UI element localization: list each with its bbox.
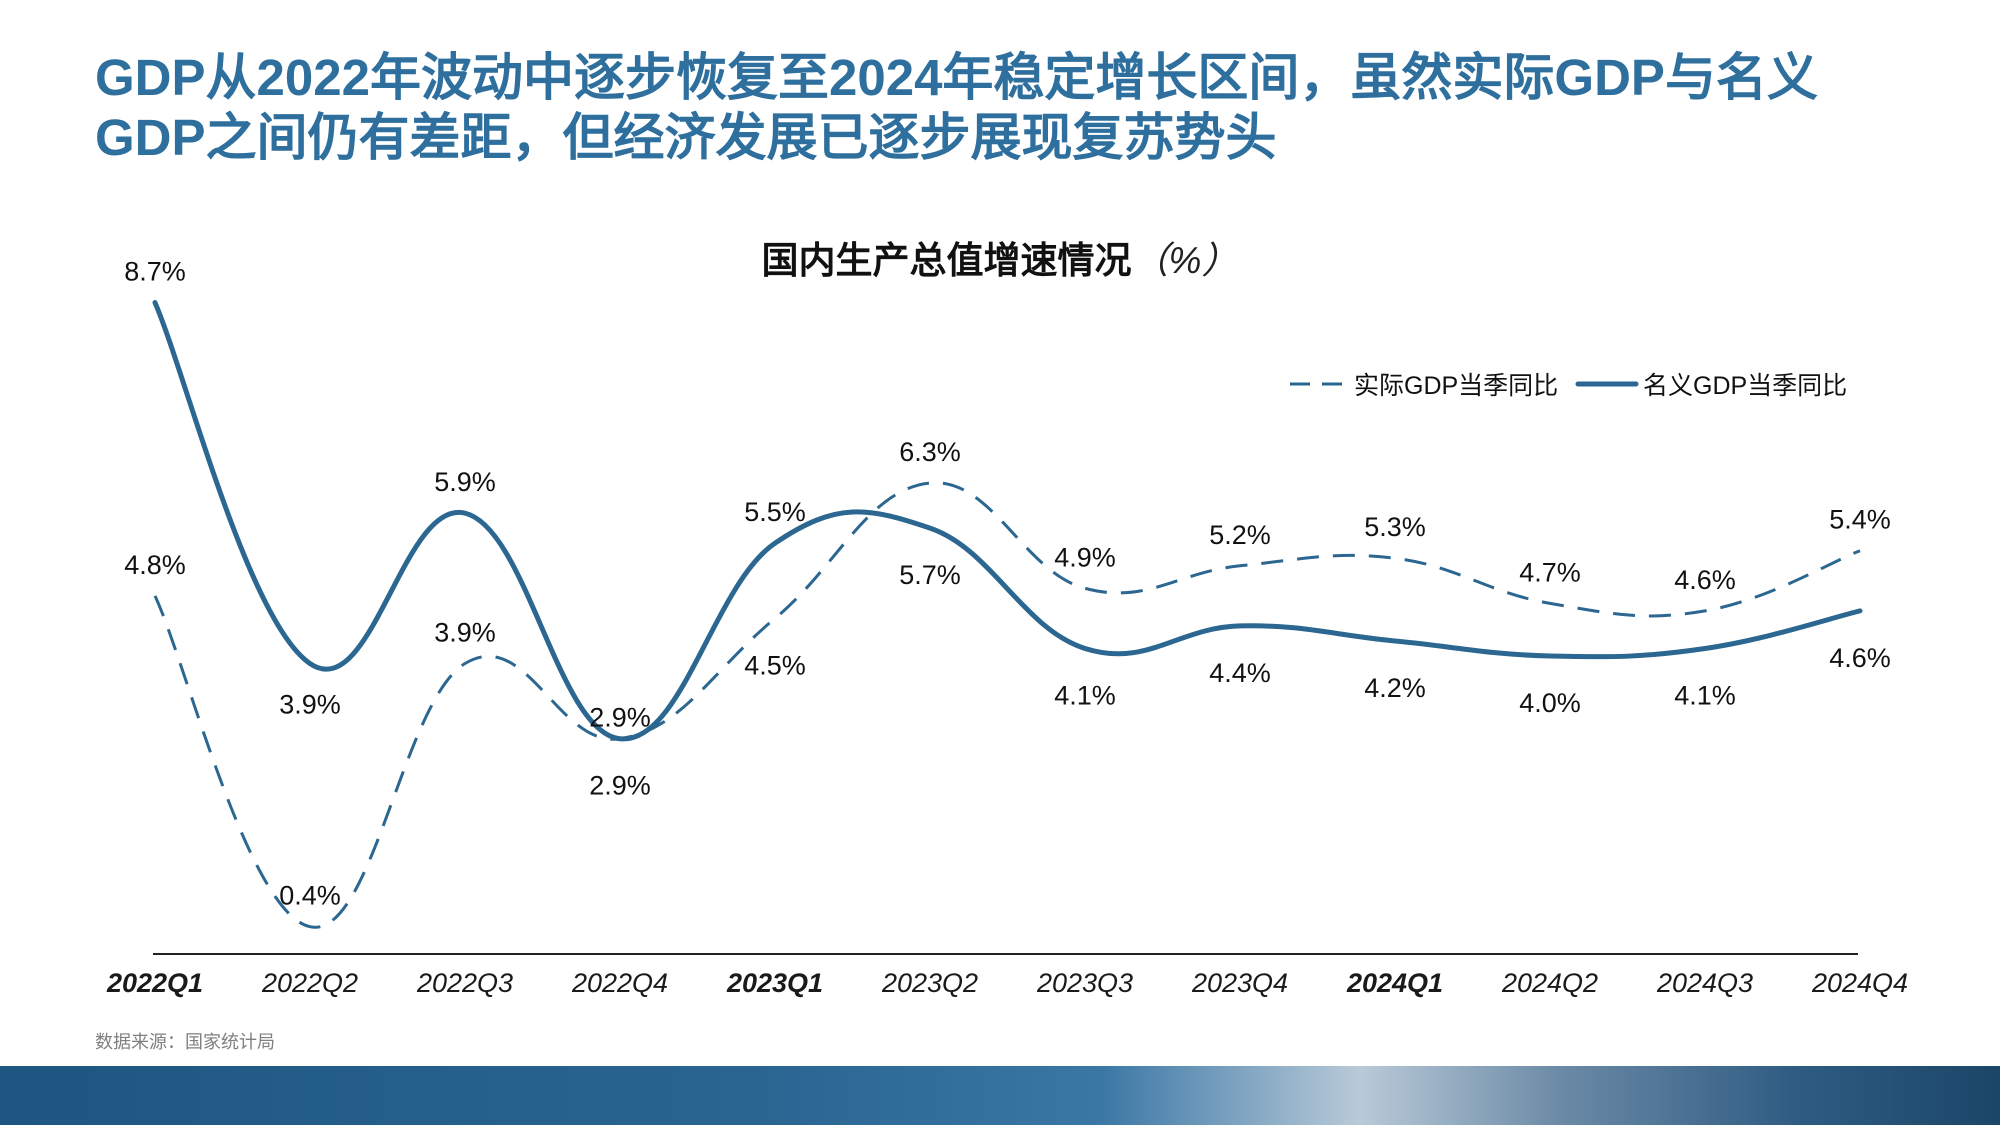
- data-label-real-gdp: 5.3%: [1364, 512, 1426, 542]
- headline-line-1: GDP从2022年波动中逐步恢复至2024年稳定增长区间，虽然实际GDP与名义: [95, 49, 1818, 106]
- x-tick-label: 2023Q1: [726, 968, 823, 998]
- headline-line-2: GDP之间仍有差距，但经济发展已逐步展现复苏势头: [95, 109, 1277, 166]
- x-tick-label: 2022Q2: [261, 968, 358, 998]
- x-tick-label: 2023Q3: [1036, 968, 1133, 998]
- data-label-real-gdp: 4.9%: [1054, 542, 1116, 572]
- x-tick-label: 2024Q2: [1501, 968, 1598, 998]
- data-label-nominal-gdp: 4.1%: [1674, 680, 1736, 710]
- data-label-real-gdp: 4.8%: [124, 550, 186, 580]
- chart-title: 国内生产总值增速情况（%）: [0, 230, 2000, 284]
- data-label-nominal-gdp: 4.6%: [1829, 643, 1891, 673]
- x-tick-label: 2022Q3: [416, 968, 513, 998]
- data-label-nominal-gdp: 4.4%: [1209, 658, 1271, 688]
- x-tick-label: 2022Q1: [106, 968, 203, 998]
- page-headline: GDP从2022年波动中逐步恢复至2024年稳定增长区间，虽然实际GDP与名义 …: [95, 48, 1925, 168]
- data-label-nominal-gdp: 2.9%: [589, 771, 651, 801]
- chart-title-text: 国内生产总值增速情况: [761, 240, 1132, 281]
- data-label-nominal-gdp: 5.7%: [899, 560, 961, 590]
- data-label-nominal-gdp: 4.0%: [1519, 688, 1581, 718]
- footer-decorative-band: [0, 1066, 2000, 1125]
- data-label-real-gdp: 5.2%: [1209, 520, 1271, 550]
- data-label-real-gdp: 4.6%: [1674, 565, 1736, 595]
- series-line-real-gdp: [153, 481, 1861, 929]
- data-label-nominal-gdp: 8.7%: [124, 257, 186, 287]
- series-line-nominal-gdp: [152, 300, 1863, 742]
- source-note: 数据来源：国家统计局: [95, 1032, 275, 1052]
- data-label-real-gdp: 6.3%: [899, 437, 961, 467]
- x-tick-label: 2023Q2: [881, 968, 978, 998]
- gdp-line-chart: 2022Q1 2022Q2 2022Q3 2022Q4 2023Q1 2023Q2 2023…: [106, 257, 1908, 998]
- data-label-nominal-gdp: 5.9%: [434, 467, 496, 497]
- x-tick-label: 2024Q4: [1811, 968, 1908, 998]
- data-label-real-gdp: 2.9%: [589, 703, 651, 733]
- data-label-real-gdp: 4.5%: [744, 650, 806, 680]
- data-label-real-gdp: 4.7%: [1519, 557, 1581, 587]
- data-label-nominal-gdp: 4.2%: [1364, 673, 1426, 703]
- x-tick-label: 2024Q1: [1346, 968, 1443, 998]
- legend-label-nominal-gdp: 名义GDP当季同比: [1643, 372, 1847, 400]
- data-label-real-gdp: 3.9%: [434, 618, 496, 648]
- data-label-nominal-gdp: 3.9%: [279, 690, 341, 720]
- x-tick-label: 2023Q4: [1191, 968, 1288, 998]
- data-label-real-gdp: 0.4%: [279, 881, 341, 911]
- x-tick-label: 2024Q3: [1656, 968, 1753, 998]
- chart-title-unit: （%）: [1131, 240, 1239, 281]
- data-label-nominal-gdp: 4.1%: [1054, 680, 1116, 710]
- data-label-real-gdp: 5.4%: [1829, 505, 1891, 535]
- x-tick-label: 2022Q4: [571, 968, 668, 998]
- data-label-nominal-gdp: 5.5%: [744, 497, 806, 527]
- legend-label-real-gdp: 实际GDP当季同比: [1354, 372, 1558, 400]
